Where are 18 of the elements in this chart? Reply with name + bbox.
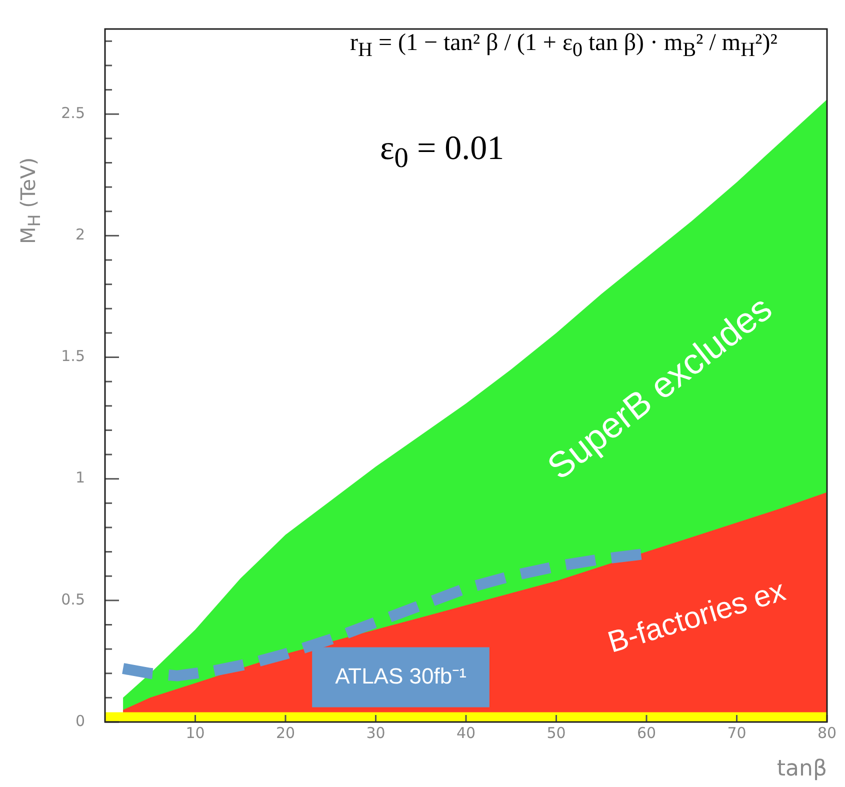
x-axis-title: tanβ — [776, 756, 827, 782]
x-tick-label: 60 — [636, 724, 656, 742]
y-tick-label: 1 — [75, 468, 85, 487]
y-tick-label: 0 — [75, 712, 85, 730]
text: r$_{H}$ = (1 − tan² β / (1 + ε$_{0}$ tan β) · m$_{B}$² / m$_{H}$²)² — [350, 30, 778, 61]
y-tick-label: 1.5 — [61, 347, 85, 366]
x-tick-label: 70 — [727, 724, 746, 742]
y-tick-label: 2 — [75, 226, 85, 244]
x-tick-label: 20 — [276, 724, 296, 742]
x-tick-label: 80 — [817, 724, 837, 742]
y-tick-label: 2.5 — [61, 104, 85, 122]
x-tick-label: 30 — [366, 724, 386, 742]
annotation: ε$_{0}$ = 0.01 — [380, 130, 504, 175]
x-tick-label: 50 — [546, 724, 566, 742]
series-label: ATLAS 30fb⁻¹ — [335, 663, 466, 688]
x-tick-label: 10 — [186, 724, 205, 742]
y-tick-label: 0.5 — [61, 590, 85, 608]
x-tick-label: 40 — [456, 724, 476, 742]
